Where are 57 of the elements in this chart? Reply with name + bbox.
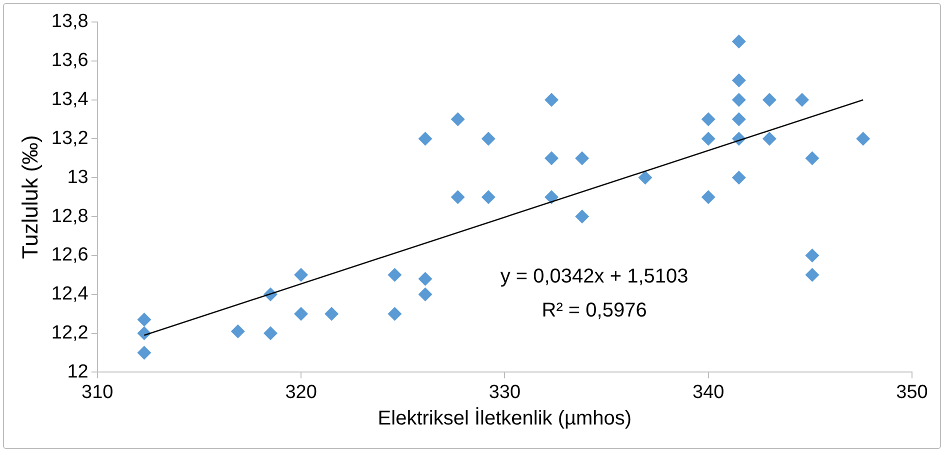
point (450, 190, 465, 204)
annotation: y = 0,0342x + 1,5103 (500, 266, 688, 288)
point (762, 132, 776, 146)
point (732, 73, 746, 88)
point (230, 324, 245, 338)
point (805, 268, 820, 282)
y-tick-label: 12 (67, 361, 88, 382)
x-tick-label: 310 (82, 382, 114, 403)
point (701, 112, 716, 126)
point (418, 132, 432, 146)
y-tick-label: 12,2 (51, 322, 88, 344)
point (294, 306, 308, 321)
point (544, 190, 559, 204)
point (575, 151, 590, 166)
x-tick-label: 330 (488, 382, 521, 403)
point (388, 306, 402, 321)
point (701, 190, 716, 204)
y-axis-title: Tuzluluk (‰) (17, 135, 42, 260)
point (856, 132, 870, 146)
point (732, 34, 746, 48)
y-tick-label: 12,8 (51, 206, 88, 227)
x-tick-label: 320 (285, 382, 317, 403)
y-tick-label: 12,4 (51, 284, 89, 305)
point (732, 92, 746, 107)
y-tick-label: 13,4 (51, 89, 89, 110)
point (324, 306, 339, 321)
point (805, 248, 820, 262)
annotation: R² = 0,5976 (542, 300, 647, 322)
x-tick-label: 350 (896, 382, 928, 403)
point (575, 210, 590, 224)
y-tick-label: 13,6 (51, 50, 88, 72)
y-tick-label: 13 (67, 166, 88, 188)
y-tick-label: 13,2 (51, 128, 88, 149)
point (732, 112, 746, 126)
x-tick-label: 340 (692, 382, 724, 403)
point (795, 92, 810, 107)
point (450, 112, 465, 126)
y-tick-label: 13,8 (51, 11, 88, 32)
point (388, 268, 402, 282)
point (481, 132, 496, 146)
point (294, 268, 308, 282)
point (544, 151, 559, 166)
point (481, 190, 496, 204)
point (137, 346, 152, 360)
point (544, 92, 559, 107)
point (137, 326, 152, 340)
point (638, 170, 652, 185)
x-axis-title: Elektriksel İletkenlik (µmhos) (378, 406, 632, 430)
point (762, 92, 776, 107)
y-tick-label: 12,6 (51, 244, 88, 266)
point (418, 272, 432, 286)
point (263, 326, 278, 340)
point (805, 151, 820, 166)
point (137, 312, 152, 327)
point (418, 287, 432, 302)
point (701, 132, 716, 146)
point (732, 170, 746, 185)
